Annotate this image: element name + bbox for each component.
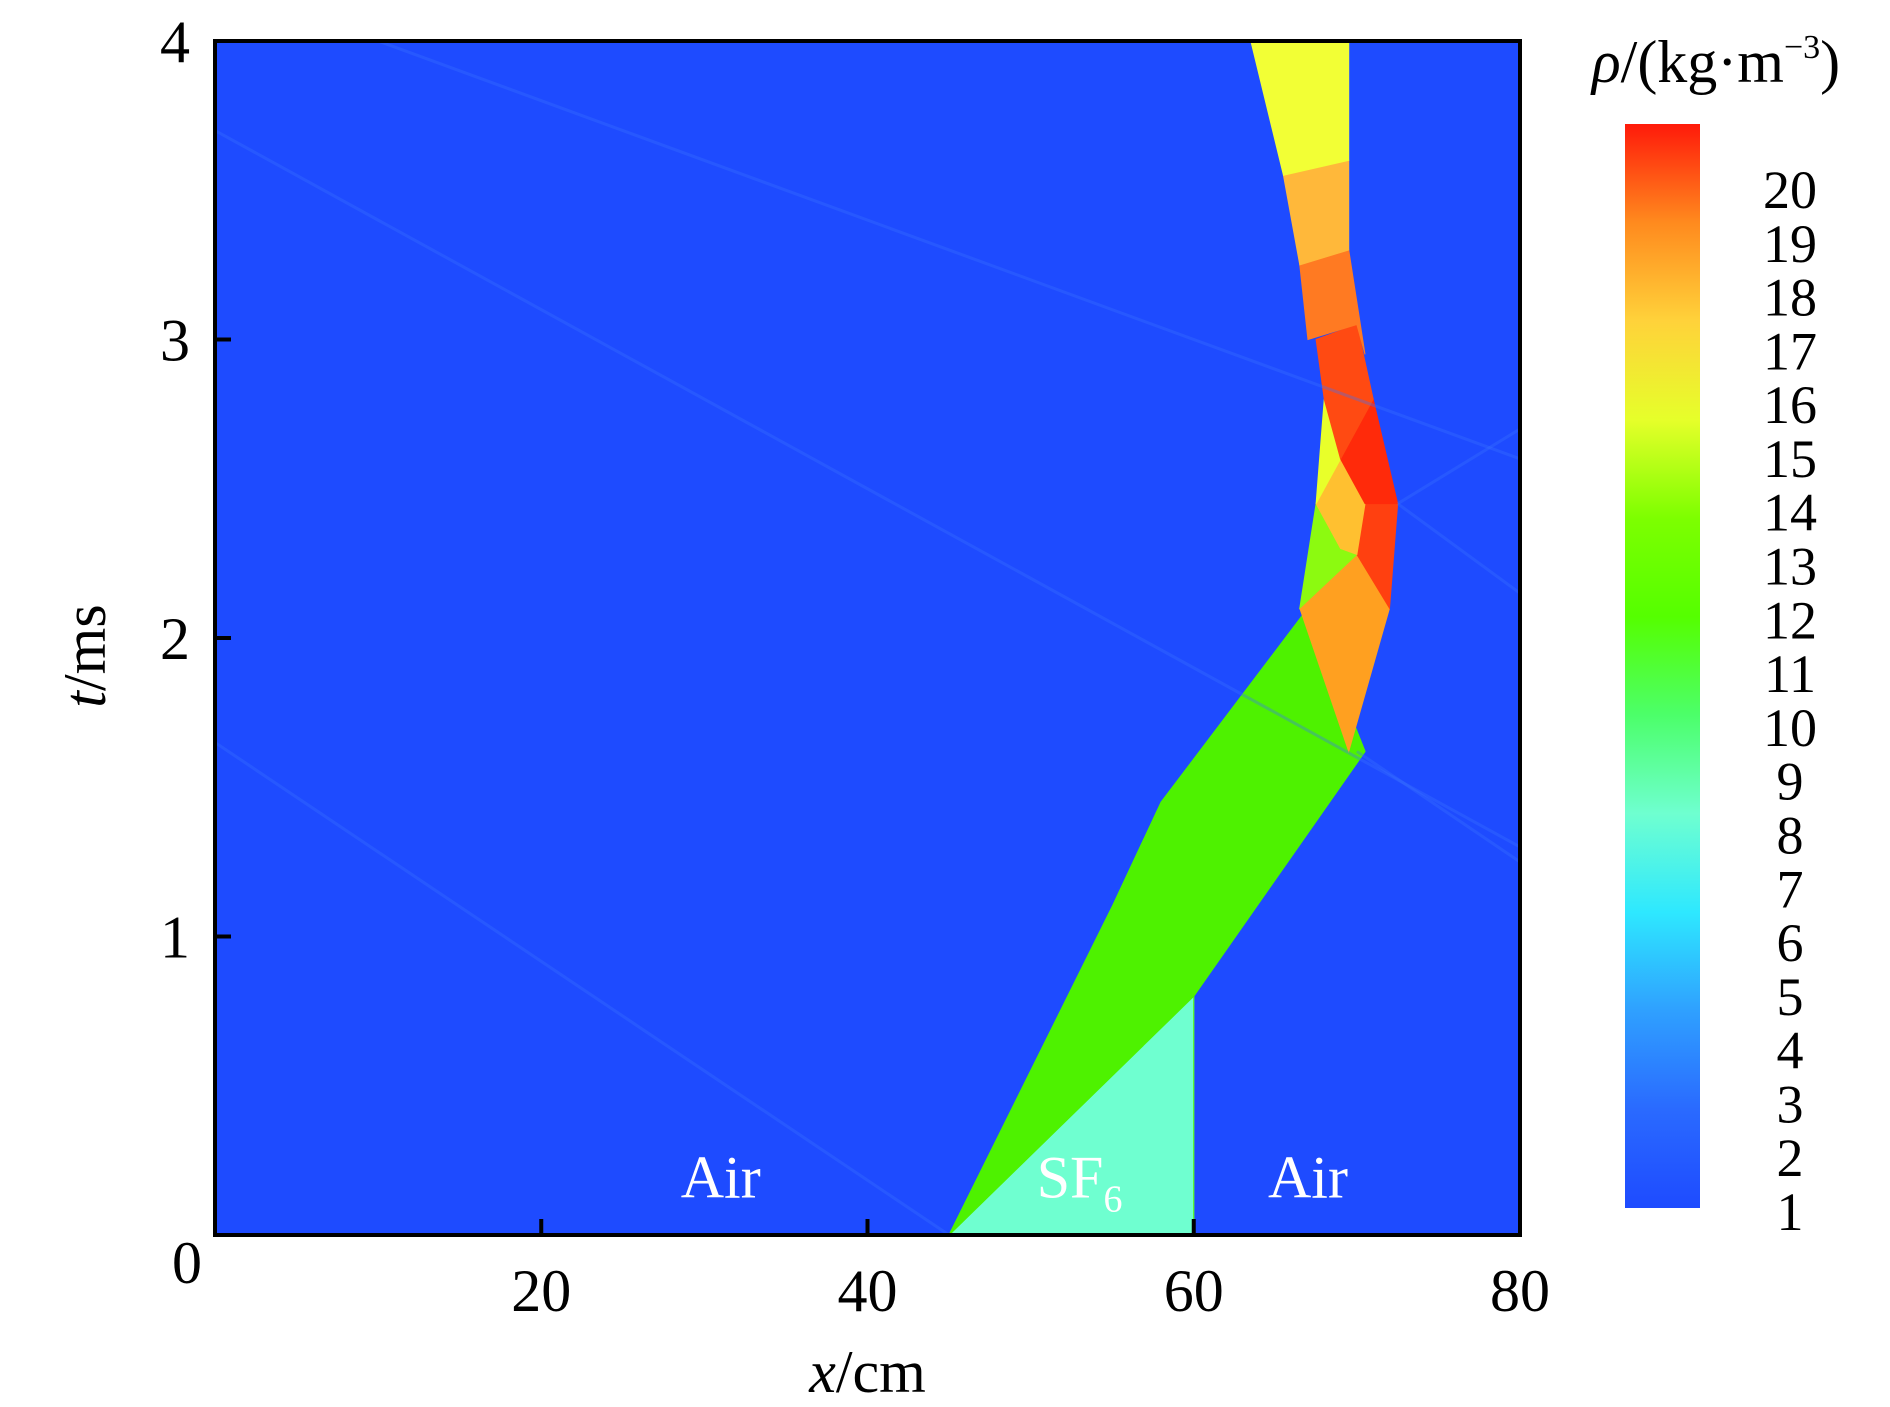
- colorbar-tick-label: 19: [1763, 214, 1817, 274]
- y-tick-label: 3: [160, 308, 190, 374]
- region-label: Air: [1268, 1144, 1348, 1210]
- colorbar-tick-label: 10: [1763, 698, 1817, 758]
- region-shocked-layer-7: [1315, 323, 1374, 461]
- wave-trace: [377, 41, 1520, 461]
- y-tick-label: 1: [160, 905, 190, 971]
- colorbar-gradient: [1625, 124, 1700, 1208]
- region-shocked-layer-8: [1299, 249, 1366, 355]
- wave-trace: [1396, 427, 1520, 505]
- y-axis-title: t/ms: [52, 604, 118, 707]
- colorbar-tick-label: 8: [1777, 805, 1804, 865]
- wave-trace: [1356, 750, 1520, 864]
- x-tick-label: 60: [1164, 1258, 1224, 1324]
- region-label: SF6: [1037, 1144, 1123, 1220]
- colorbar: 1234567891011121314151617181920ρ/(kg·m−3…: [1590, 29, 1840, 1242]
- colorbar-tick-label: 1: [1777, 1182, 1804, 1242]
- x-tick-label: 0: [172, 1230, 202, 1296]
- x-tick-label: 20: [511, 1258, 571, 1324]
- colorbar-label: ρ/(kg·m−3): [1590, 29, 1840, 95]
- colorbar-tick-label: 18: [1763, 268, 1817, 328]
- x-axis: 0 20 40 60 80: [172, 1219, 1550, 1324]
- colorbar-tick-label: 6: [1777, 913, 1804, 973]
- colorbar-tick-label: 20: [1763, 160, 1817, 220]
- colorbar-tick-label: 11: [1764, 644, 1816, 704]
- colorbar-tick-label: 3: [1777, 1074, 1804, 1134]
- colorbar-tick-label: 12: [1763, 590, 1817, 650]
- region-shocked-layer-10: [1250, 41, 1350, 176]
- region-label: Air: [681, 1144, 761, 1210]
- y-tick-label: 4: [160, 9, 190, 75]
- wave-trace: [215, 129, 1520, 849]
- x-axis-title: x/cm: [808, 1339, 926, 1405]
- y-tick-label: 2: [160, 606, 190, 672]
- y-axis: 1 2 3 4: [160, 9, 231, 971]
- x-tick-label: 40: [838, 1258, 898, 1324]
- x-tick-label: 80: [1490, 1258, 1550, 1324]
- wave-trace: [1396, 502, 1520, 595]
- colorbar-tick-label: 13: [1763, 537, 1817, 597]
- colorbar-tick-label: 4: [1777, 1021, 1804, 1081]
- colorbar-tick-label: 5: [1777, 967, 1804, 1027]
- region-labels: Air SF6 Air: [681, 1144, 1348, 1220]
- plot-area: [215, 41, 1520, 1235]
- colorbar-tick-label: 7: [1777, 859, 1804, 919]
- colorbar-tick-label: 9: [1777, 752, 1804, 812]
- colorbar-tick-label: 15: [1763, 429, 1817, 489]
- colorbar-tick-label: 2: [1777, 1128, 1804, 1188]
- colorbar-tick-label: 14: [1763, 483, 1817, 543]
- colorbar-tick-label: 17: [1763, 321, 1817, 381]
- wave-trace: [215, 741, 950, 1235]
- colorbar-tick-label: 16: [1763, 375, 1817, 435]
